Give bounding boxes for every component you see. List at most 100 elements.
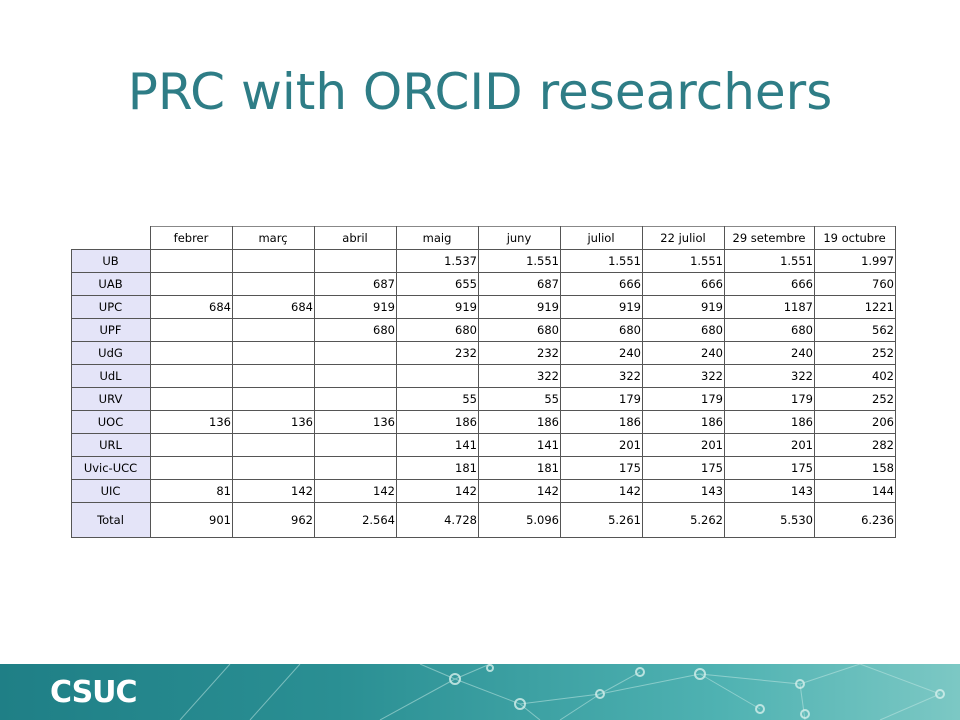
table-cell (232, 456, 315, 480)
table-cell: 232 (478, 341, 561, 365)
table-cell: 666 (724, 272, 815, 296)
table-cell (232, 249, 315, 273)
row-label: UB (71, 249, 151, 273)
row-label: Total (71, 502, 151, 538)
table-cell: 666 (642, 272, 725, 296)
table-cell: 5.096 (478, 502, 561, 538)
table-cell: 680 (478, 318, 561, 342)
table-cell: 1.551 (478, 249, 561, 273)
table-cell: 252 (814, 387, 896, 411)
table-row: UdL 322 322 322 322 402 (71, 364, 896, 388)
table-cell: 186 (560, 410, 643, 434)
network-pattern-icon (179, 664, 945, 720)
table-cell: 181 (396, 456, 479, 480)
table-cell: 179 (724, 387, 815, 411)
table-cell: 141 (478, 433, 561, 457)
table-cell: 5.261 (560, 502, 643, 538)
table-cell: 4.728 (396, 502, 479, 538)
table-row: UdG 232 232 240 240 240 252 (71, 341, 896, 365)
table-cell: 2.564 (314, 502, 397, 538)
table-cell (232, 318, 315, 342)
table-cell: 680 (314, 318, 397, 342)
table-cell: 680 (724, 318, 815, 342)
table-cell (314, 456, 397, 480)
table-cell: 142 (396, 479, 479, 503)
table-row: UPC 684 684 919 919 919 919 919 1187 1221 (71, 295, 896, 319)
table-cell: 684 (150, 295, 233, 319)
table-cell: 919 (396, 295, 479, 319)
table-cell (232, 433, 315, 457)
table-cell: 142 (560, 479, 643, 503)
table-cell: 143 (642, 479, 725, 503)
table-row: Uvic-UCC 181 181 175 175 175 158 (71, 456, 896, 480)
table-cell (232, 387, 315, 411)
table-cell: 687 (478, 272, 561, 296)
row-label: UIC (71, 479, 151, 503)
table-cell: 81 (150, 479, 233, 503)
table-cell: 687 (314, 272, 397, 296)
table-cell: 322 (478, 364, 561, 388)
table-row: UAB 687 655 687 666 666 666 760 (71, 272, 896, 296)
table-cell: 5.530 (724, 502, 815, 538)
table-cell: 136 (232, 410, 315, 434)
row-label: Uvic-UCC (71, 456, 151, 480)
table-cell: 1.551 (724, 249, 815, 273)
table-cell: 201 (560, 433, 643, 457)
table-header-row: febrer març abril maig juny juliol 22 juliol 29… (71, 226, 896, 250)
table-cell: 282 (814, 433, 896, 457)
row-label: URV (71, 387, 151, 411)
csuc-logo: CSUC (50, 675, 138, 710)
table-cell: 142 (314, 479, 397, 503)
table-cell: 158 (814, 456, 896, 480)
table-cell: 136 (150, 410, 233, 434)
table-cell: 5.262 (642, 502, 725, 538)
footer-band (0, 664, 960, 720)
table-cell: 1.551 (642, 249, 725, 273)
row-label: UPC (71, 295, 151, 319)
table-cell: 919 (642, 295, 725, 319)
row-label: URL (71, 433, 151, 457)
column-header: maig (396, 226, 479, 250)
table-cell (314, 433, 397, 457)
table-cell: 1221 (814, 295, 896, 319)
table-cell: 6.236 (814, 502, 896, 538)
column-header: 29 setembre (724, 226, 815, 250)
table-cell: 240 (642, 341, 725, 365)
table-row: URV 55 55 179 179 179 252 (71, 387, 896, 411)
table-row: UB 1.537 1.551 1.551 1.551 1.551 1.997 (71, 249, 896, 273)
table-cell: 55 (396, 387, 479, 411)
table-cell: 55 (478, 387, 561, 411)
table-cell: 322 (560, 364, 643, 388)
table-cell: 1.537 (396, 249, 479, 273)
table-cell: 666 (560, 272, 643, 296)
table-cell: 680 (560, 318, 643, 342)
table-cell: 142 (232, 479, 315, 503)
table-cell: 680 (396, 318, 479, 342)
table-cell: 901 (150, 502, 233, 538)
table-cell: 322 (642, 364, 725, 388)
table-cell (396, 364, 479, 388)
column-header: 22 juliol (642, 226, 725, 250)
table-cell (150, 456, 233, 480)
row-label: UOC (71, 410, 151, 434)
table-cell: 402 (814, 364, 896, 388)
table-cell: 1.551 (560, 249, 643, 273)
table-cell (314, 387, 397, 411)
column-header: juliol (560, 226, 643, 250)
table-row: UIC 81 142 142 142 142 142 143 143 144 (71, 479, 896, 503)
table-cell (150, 341, 233, 365)
table-cell: 240 (724, 341, 815, 365)
table-cell: 186 (478, 410, 561, 434)
table-cell: 760 (814, 272, 896, 296)
table-row: URL 141 141 201 201 201 282 (71, 433, 896, 457)
table-cell: 175 (642, 456, 725, 480)
table-cell (150, 433, 233, 457)
row-label: UdG (71, 341, 151, 365)
table-cell (150, 249, 233, 273)
table-cell (232, 341, 315, 365)
table-cell: 175 (724, 456, 815, 480)
table-cell: 143 (724, 479, 815, 503)
table-corner-cell (71, 226, 151, 250)
table-cell: 186 (642, 410, 725, 434)
table-cell: 141 (396, 433, 479, 457)
